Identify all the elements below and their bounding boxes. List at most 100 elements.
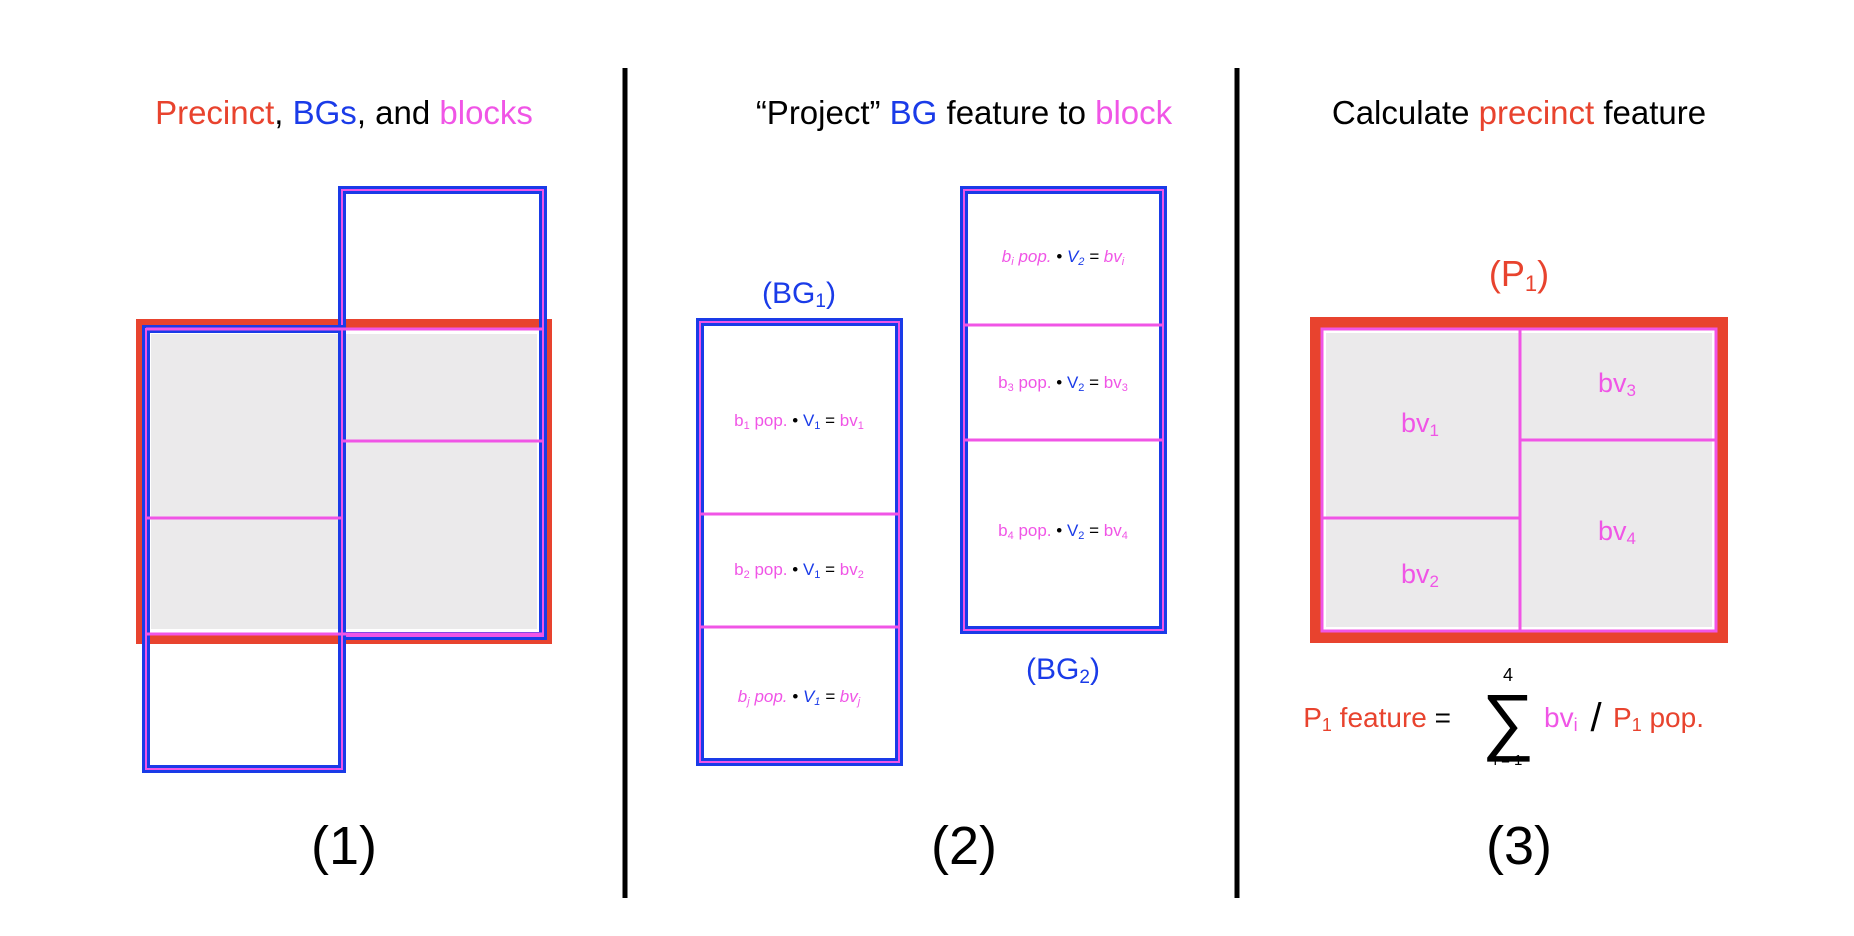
title-part-feature: feature (1594, 94, 1706, 131)
row-equals: = (820, 687, 839, 706)
row-block-sub: i (1011, 256, 1014, 268)
row-bv-sub: 4 (1122, 530, 1128, 542)
p1-cell-bv3: bv3 (1598, 368, 1636, 400)
row-v-symbol: V (1067, 373, 1079, 392)
row-pop-text: pop. (750, 687, 788, 706)
row-dot: • (788, 687, 803, 706)
row-bv-symbol: bv (840, 560, 858, 579)
row-bv-symbol: bv (840, 411, 858, 430)
row-v-sub: 2 (1077, 256, 1084, 268)
cell-bv-base: bv (1401, 408, 1430, 438)
row-block-sub: j (745, 696, 750, 708)
bg2-row-3: b4 pop. • V2 = bv4 (998, 521, 1128, 542)
cell-bv-sub: 1 (1430, 421, 1439, 440)
row-bv-sub: j (856, 696, 861, 708)
formula-rhs-text: pop. (1642, 702, 1704, 733)
bg1-label: (BG1) (762, 277, 836, 312)
formula-lhs-base: P (1303, 702, 1322, 733)
p1-cell-bv4: bv4 (1598, 516, 1636, 548)
formula-lhs: P1 feature = (1303, 702, 1451, 735)
row-block-symbol: b (738, 687, 747, 706)
row-block-symbol: b (734, 411, 743, 430)
row-v-sub: 1 (814, 420, 820, 432)
bg2-label: (BG2) (1026, 653, 1100, 688)
title-part-bg: BG (890, 94, 938, 131)
title-part-precinct: Precinct (155, 94, 274, 131)
row-v-sub: 2 (1078, 530, 1084, 542)
title-part-and: , and (357, 94, 440, 131)
bg1-label-close: ) (826, 277, 836, 310)
row-dot: • (1052, 373, 1067, 392)
row-block-symbol: b (998, 373, 1007, 392)
panel-2-number: (2) (931, 816, 997, 876)
title-part-block: block (1095, 94, 1173, 131)
row-v-sub: 1 (814, 696, 820, 708)
cell-bv-sub: 3 (1627, 381, 1636, 400)
row-equals: = (820, 560, 839, 579)
formula-rhs-base: P (1613, 702, 1632, 733)
cell-bv-base: bv (1401, 559, 1430, 589)
formula-term: bvi (1544, 702, 1578, 735)
row-equals: = (1084, 373, 1103, 392)
title-part-feature-to: feature to (937, 94, 1095, 131)
formula-equals: = (1427, 702, 1451, 733)
title-part-blocks: blocks (439, 94, 533, 131)
p1-label-sub: 1 (1525, 271, 1537, 296)
bg2-box-inner (963, 189, 1164, 631)
title-part-bgs: BGs (293, 94, 357, 131)
row-v-sub: 1 (814, 569, 820, 581)
bg2-label-close: ) (1090, 653, 1100, 686)
block-fill-left-bottom (151, 518, 343, 629)
row-v-symbol: V (1067, 247, 1080, 266)
row-bv-symbol: bv (1104, 247, 1123, 266)
p1-label-close: ) (1537, 253, 1549, 294)
panel-1-number: (1) (311, 816, 377, 876)
row-bv-symbol: bv (840, 687, 859, 706)
cell-bv-base: bv (1598, 516, 1627, 546)
formula-sum-symbol: ∑ (1482, 679, 1535, 762)
bg1-label-sub: 1 (815, 291, 826, 312)
p1-cell-bv1: bv1 (1401, 408, 1439, 440)
bg1-row-1: b1 pop. • V1 = bv1 (734, 411, 864, 432)
row-pop-text: pop. (1014, 247, 1052, 266)
panel-3: Calculate precinct feature (P1) bv1bv2bv… (1303, 94, 1728, 876)
formula-sum-upper: 4 (1503, 665, 1513, 685)
bg2-row-2: b3 pop. • V2 = bv3 (998, 373, 1128, 394)
formula-rhs-sub: 1 (1632, 715, 1642, 735)
row-bv-sub: 3 (1122, 382, 1128, 394)
row-equals: = (1084, 521, 1103, 540)
row-pop-text: pop. (1014, 521, 1052, 540)
row-block-sub: 2 (744, 569, 750, 581)
panel-3-title: Calculate precinct feature (1332, 94, 1706, 131)
row-v-symbol: V (803, 411, 815, 430)
bg2-label-sub: 2 (1079, 667, 1090, 688)
cell-bv-sub: 4 (1627, 529, 1636, 548)
p1-label-base: (P (1489, 253, 1525, 294)
row-pop-text: pop. (750, 411, 788, 430)
row-dot: • (1052, 247, 1067, 266)
title-part-project: “Project” (756, 94, 890, 131)
formula-term-base: bv (1544, 702, 1574, 733)
formula-term-sub: i (1574, 715, 1578, 735)
block-fill-right (343, 334, 537, 629)
row-block-sub: 3 (1008, 382, 1014, 394)
cell-bv-base: bv (1598, 368, 1627, 398)
row-v-sub: 2 (1078, 382, 1084, 394)
row-equals: = (820, 411, 839, 430)
formula-lhs-sub: 1 (1322, 715, 1332, 735)
panel-2-title: “Project” BG feature to block (756, 94, 1173, 131)
row-v-symbol: V (1067, 521, 1079, 540)
panel-3-number: (3) (1486, 816, 1552, 876)
formula-rhs: P1 pop. (1613, 702, 1704, 735)
row-bv-symbol: bv (1104, 373, 1122, 392)
panel-1: Precinct, BGs, and blocks (1) (136, 94, 552, 876)
p1-cell-bv2: bv2 (1401, 559, 1439, 591)
formula-slash: / (1590, 696, 1602, 740)
bg1-row-3: bj pop. • V1 = bvj (738, 687, 861, 708)
row-block-symbol: b (998, 521, 1007, 540)
formula-lhs-text: feature (1332, 702, 1427, 733)
title-part-precinct: precinct (1479, 94, 1595, 131)
formula: P1 feature = 4 ∑ i = 1 bvi / P1 pop. (1303, 665, 1704, 769)
